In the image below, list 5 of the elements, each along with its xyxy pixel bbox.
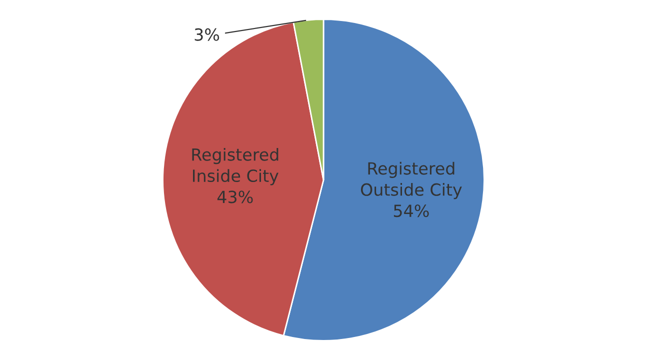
data-label: 54% — [394, 204, 429, 218]
data-label: 43% — [217, 190, 253, 204]
slice-label: Registered Inside City — [192, 148, 278, 186]
data-label: 3% — [194, 28, 220, 41]
slice-label: Registered Outside City — [360, 162, 462, 200]
